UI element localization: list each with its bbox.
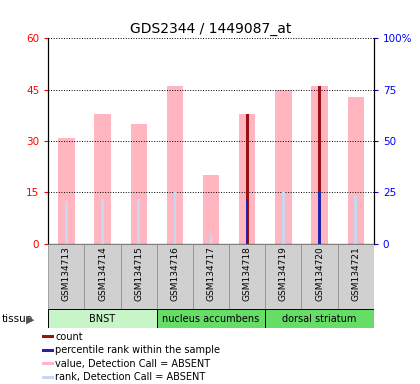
Bar xyxy=(157,244,193,309)
Text: ▶: ▶ xyxy=(26,314,34,324)
Text: GSM134721: GSM134721 xyxy=(351,246,360,301)
Text: dorsal striatum: dorsal striatum xyxy=(282,314,357,324)
Bar xyxy=(282,192,285,244)
Bar xyxy=(137,199,140,244)
Text: nucleus accumbens: nucleus accumbens xyxy=(163,314,260,324)
Bar xyxy=(101,199,104,244)
Text: GSM134713: GSM134713 xyxy=(62,246,71,301)
Text: rank, Detection Call = ABSENT: rank, Detection Call = ABSENT xyxy=(55,372,205,382)
Bar xyxy=(354,196,357,244)
Text: GSM134720: GSM134720 xyxy=(315,246,324,301)
Bar xyxy=(246,198,249,244)
Bar xyxy=(42,349,54,352)
Bar xyxy=(48,244,84,309)
Bar xyxy=(318,86,321,244)
Bar xyxy=(246,114,249,244)
Text: count: count xyxy=(55,332,83,342)
Title: GDS2344 / 1449087_at: GDS2344 / 1449087_at xyxy=(130,22,292,36)
Bar xyxy=(348,97,364,244)
Bar xyxy=(246,199,249,244)
Bar xyxy=(265,244,302,309)
Text: GSM134715: GSM134715 xyxy=(134,246,143,301)
Text: GSM134719: GSM134719 xyxy=(279,246,288,301)
Bar xyxy=(193,244,229,309)
Text: value, Detection Call = ABSENT: value, Detection Call = ABSENT xyxy=(55,359,210,369)
Bar xyxy=(131,124,147,244)
Bar xyxy=(302,244,338,309)
Bar xyxy=(42,376,54,379)
Bar xyxy=(318,192,321,244)
Text: GSM134716: GSM134716 xyxy=(171,246,179,301)
Bar xyxy=(167,86,183,244)
Text: BNST: BNST xyxy=(89,314,116,324)
Bar xyxy=(210,233,213,244)
Bar xyxy=(65,201,68,244)
Bar xyxy=(157,309,265,328)
Text: GSM134714: GSM134714 xyxy=(98,246,107,301)
Text: tissue: tissue xyxy=(2,314,33,324)
Bar xyxy=(42,336,54,338)
Bar xyxy=(84,244,121,309)
Bar xyxy=(121,244,157,309)
Bar xyxy=(265,309,374,328)
Bar xyxy=(318,192,321,244)
Bar xyxy=(48,309,157,328)
Text: percentile rank within the sample: percentile rank within the sample xyxy=(55,345,220,356)
Bar xyxy=(311,86,328,244)
Text: GSM134718: GSM134718 xyxy=(243,246,252,301)
Bar xyxy=(239,114,255,244)
Text: GSM134717: GSM134717 xyxy=(207,246,215,301)
Bar xyxy=(58,138,74,244)
Bar xyxy=(42,362,54,365)
Bar xyxy=(275,90,291,244)
Bar xyxy=(94,114,111,244)
Bar xyxy=(203,175,219,244)
Bar xyxy=(229,244,265,309)
Bar xyxy=(173,192,176,244)
Bar xyxy=(338,244,374,309)
